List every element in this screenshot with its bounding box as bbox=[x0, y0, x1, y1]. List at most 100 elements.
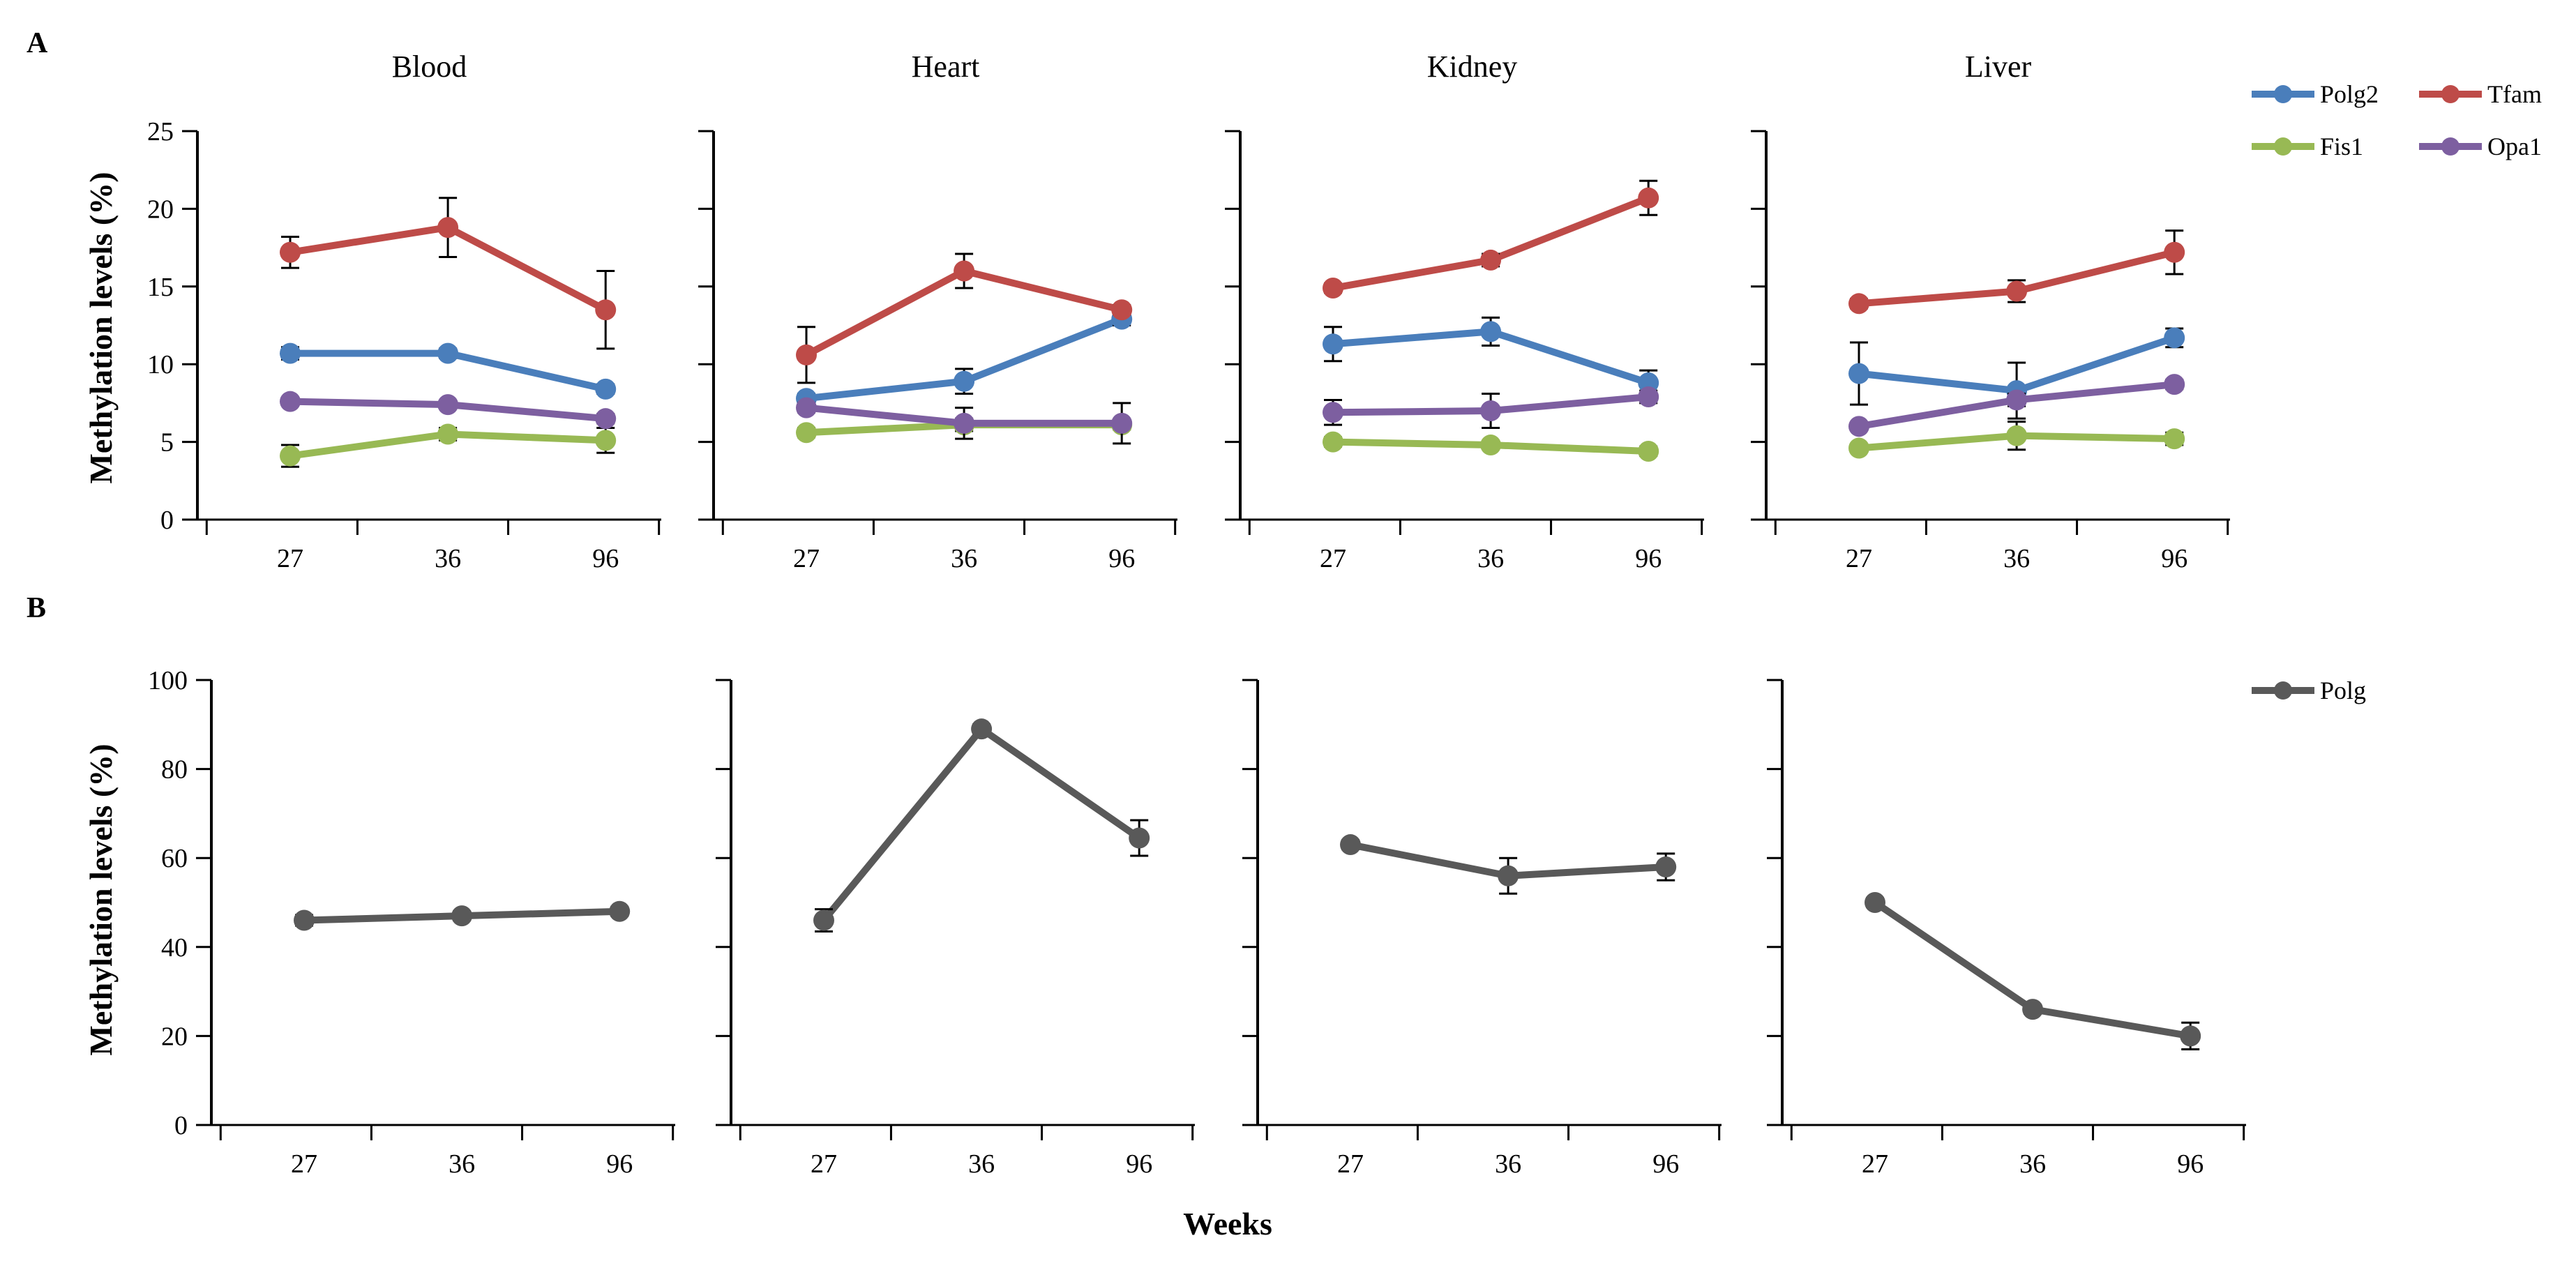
panel-b-series-polg-4-point bbox=[1865, 892, 1885, 913]
panel-b-y-tick-label: 20 bbox=[161, 1022, 188, 1051]
panel-a-x-tick-label: 96 bbox=[1635, 544, 1662, 573]
panel-a-series-fis1-2-point bbox=[796, 422, 817, 444]
panel-a-subplot-title-heart: Heart bbox=[912, 50, 980, 84]
panel-a-series-fis1-3-point bbox=[1323, 431, 1343, 453]
panel-a-series-tfam-2-point bbox=[796, 344, 817, 365]
panel-a-series-polg2-1-point bbox=[437, 342, 459, 364]
panel-a-series-tfam-3-line bbox=[1332, 195, 1650, 292]
panel-a-series-tfam-3-point bbox=[1480, 249, 1502, 271]
panel-b-y-tick-label: 60 bbox=[161, 844, 188, 873]
panel-a-legend-label: Tfam bbox=[2487, 80, 2542, 108]
panel-b-series-polg-3-point bbox=[1655, 856, 1677, 877]
panel-a-series-opa1-4-point bbox=[1848, 416, 1869, 437]
panel-a-legend-entry-polg2: Polg2 bbox=[2252, 80, 2379, 108]
x-axis-title-weeks: Weeks bbox=[1183, 1206, 1272, 1241]
panel-a-series-fis1-1-point bbox=[280, 445, 301, 467]
panel-a-series-polg2-3-point bbox=[1323, 333, 1343, 355]
panel-a-y-tick-label: 0 bbox=[160, 506, 174, 535]
panel-a-series-fis1-3-point bbox=[1480, 435, 1502, 456]
panel-b-subplot-1: 0 20 40 60 80 100 27 36 96 bbox=[148, 666, 675, 1179]
panel-a-letter: A bbox=[27, 27, 48, 59]
panel-b-y-tick-label: 80 bbox=[161, 755, 188, 785]
panel-b-legend-entry-polg: Polg bbox=[2252, 677, 2366, 704]
panel-a-subplot-1: Blood 0 5 10 15 20 25 27 36 96 bbox=[147, 50, 661, 573]
panel-b-series-polg-2-point bbox=[813, 909, 834, 931]
panel-a-legend-swatch-marker bbox=[2274, 137, 2292, 156]
panel-a-series-fis1-1-point bbox=[595, 430, 617, 451]
panel-b-subplot-2: 27 36 96 bbox=[716, 679, 1195, 1179]
panel-a-series-fis1-1-point bbox=[437, 423, 459, 445]
panel-a-series-fis1-4-point bbox=[1848, 437, 1869, 459]
panel-a-x-tick-label: 96 bbox=[2161, 544, 2187, 573]
panel-a-x-tick-label: 96 bbox=[592, 544, 619, 573]
panel-b-x-tick-label: 96 bbox=[606, 1149, 633, 1179]
panel-b-y-tick-label: 100 bbox=[148, 666, 188, 695]
panel-a-legend-entry-opa1: Opa1 bbox=[2419, 133, 2542, 160]
panel-a-legend-entry-fis1: Fis1 bbox=[2252, 133, 2363, 160]
panel-a-x-tick-label: 27 bbox=[277, 544, 303, 573]
panel-b-subplot-3: 27 36 96 bbox=[1242, 679, 1722, 1179]
panel-b-legend-swatch-marker bbox=[2274, 681, 2292, 700]
panel-a-series-tfam-3-point bbox=[1638, 187, 1659, 209]
panel-b-series-polg-2-point bbox=[971, 718, 993, 740]
panel-a-legend-label: Fis1 bbox=[2320, 133, 2363, 160]
panel-a-x-tick-label: 96 bbox=[1108, 544, 1135, 573]
panel-a-series-fis1-4-point bbox=[2006, 425, 2028, 446]
panel-a-x-tick-label: 36 bbox=[2003, 544, 2030, 573]
panel-a-series-fis1-4-point bbox=[2164, 428, 2185, 450]
panel-a-legend-swatch-marker bbox=[2274, 85, 2292, 103]
panel-a-series-tfam-4-point bbox=[1848, 293, 1869, 315]
panel-a-series-tfam-4-point bbox=[2164, 241, 2185, 263]
panel-a-series-tfam-4-point bbox=[2006, 280, 2028, 302]
panel-a-series-opa1-4-point bbox=[2006, 389, 2028, 411]
panel-a-y-tick-label: 25 bbox=[147, 117, 174, 146]
panel-b-x-tick-label: 27 bbox=[291, 1149, 317, 1179]
panel-a-series-opa1-1-point bbox=[280, 391, 301, 412]
panel-a-y-tick-label: 20 bbox=[147, 195, 174, 224]
panel-b-series-polg-4-point bbox=[2180, 1025, 2201, 1047]
panel-b-x-tick-label: 27 bbox=[811, 1149, 837, 1179]
panel-a-series-polg2-4-point bbox=[1848, 363, 1869, 384]
panel-a-series-polg2-1-point bbox=[280, 342, 301, 364]
panel-b-x-tick-label: 36 bbox=[449, 1149, 475, 1179]
panel-a-legend-entry-tfam: Tfam bbox=[2419, 80, 2542, 108]
panel-b-y-tick-label: 0 bbox=[174, 1111, 188, 1140]
panel-a-series-opa1-1-point bbox=[437, 394, 459, 416]
panel-b-x-tick-label: 36 bbox=[1495, 1149, 1521, 1179]
panel-a-series-polg2-2-point bbox=[954, 370, 975, 392]
panel-a-series-tfam-1-point bbox=[280, 241, 301, 263]
panel-a-x-tick-label: 36 bbox=[951, 544, 977, 573]
panel-a-legend-label: Polg2 bbox=[2320, 80, 2379, 108]
panel-b-series-polg-2-line bbox=[821, 725, 1142, 923]
panel-b-series-polg-2-point bbox=[1129, 827, 1150, 849]
panel-a-series-tfam-1-point bbox=[437, 217, 459, 239]
panel-a-subplot-4: Liver 27 36 96 bbox=[1751, 50, 2230, 573]
panel-a-x-tick-label: 36 bbox=[435, 544, 461, 573]
panel-a-subplot-title-liver: Liver bbox=[1965, 50, 2032, 84]
panel-a-series-polg2-4-point bbox=[2164, 327, 2185, 349]
panel-b-subplot-4: 27 36 96 bbox=[1767, 679, 2246, 1179]
panel-b-x-tick-label: 27 bbox=[1337, 1149, 1364, 1179]
panel-a-subplot-2: Heart 27 36 96 bbox=[698, 50, 1177, 573]
panel-a-legend-swatch-marker bbox=[2441, 137, 2460, 156]
panel-a-series-tfam-3-point bbox=[1323, 278, 1343, 299]
panel-a-series-opa1-1-point bbox=[595, 408, 617, 430]
panel-a-series-tfam-2-point bbox=[1111, 299, 1133, 321]
panel-a-series-opa1-3-point bbox=[1638, 386, 1659, 407]
panel-a-series-opa1-2-point bbox=[796, 397, 817, 418]
panel-a-series-opa1-2-point bbox=[954, 412, 975, 434]
panel-a-series-tfam-2-point bbox=[954, 260, 975, 282]
panel-a-y-tick-label: 5 bbox=[160, 428, 174, 458]
panel-b-series-polg-1-point bbox=[609, 900, 631, 922]
panel-b-x-tick-label: 36 bbox=[2019, 1149, 2046, 1179]
panel-a-series-opa1-3-point bbox=[1480, 400, 1502, 422]
panel-a-series-opa1-2-point bbox=[1111, 412, 1133, 434]
panel-a-legend-swatch-marker bbox=[2441, 85, 2460, 103]
subplots-layer: Blood 0 5 10 15 20 25 27 36 96 Heart 27 36 96 Kidney 27… bbox=[147, 50, 2246, 1179]
panel-a-subplot-title-blood: Blood bbox=[392, 50, 467, 84]
panel-b-x-tick-label: 36 bbox=[968, 1149, 995, 1179]
panel-a-y-tick-label: 10 bbox=[147, 350, 174, 379]
panel-b-legend-label: Polg bbox=[2320, 677, 2366, 704]
panel-b-series-polg-3-point bbox=[1340, 834, 1361, 856]
